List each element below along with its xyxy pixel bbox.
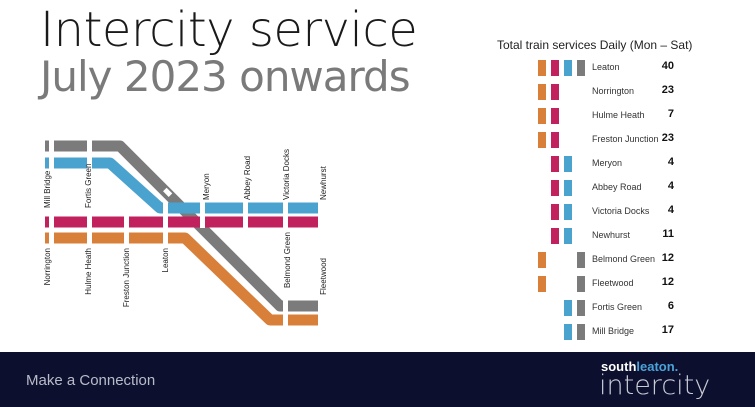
- service-row: Meryon 4: [538, 156, 738, 174]
- station-marker: [87, 140, 92, 244]
- service-count: 7: [667, 108, 674, 120]
- orange-line-chip: [538, 84, 546, 100]
- station-marker: [163, 187, 173, 197]
- orange-line: [45, 232, 320, 326]
- magenta-line-chip: [551, 156, 559, 172]
- magenta-line-chip: [551, 84, 559, 100]
- service-count: 11: [662, 228, 674, 240]
- station-name: Belmond Green: [592, 254, 656, 264]
- magenta-line-chip: [551, 180, 559, 196]
- station-label: Fleetwood: [319, 258, 328, 295]
- grey-line-chip: [577, 300, 585, 316]
- blue-line-chip: [564, 324, 572, 340]
- station-name: Newhurst: [592, 230, 631, 240]
- service-row: Mill Bridge 17: [538, 324, 738, 342]
- service-row: Fleetwood 12: [538, 276, 738, 294]
- blue-line: [45, 157, 320, 214]
- magenta-line-chip: [551, 60, 559, 76]
- service-count: 12: [661, 252, 674, 264]
- service-row: Leaton 40: [538, 60, 738, 78]
- station-name: Hulme Heath: [592, 110, 645, 120]
- station-name: Leaton: [592, 62, 620, 72]
- service-row: Abbey Road 4: [538, 180, 738, 198]
- station-label: Hulme Heath: [84, 248, 93, 295]
- service-count: 4: [667, 180, 674, 192]
- page-subtitle: July 2023 onwards: [40, 52, 411, 101]
- station-marker: [243, 202, 248, 228]
- station-marker: [200, 202, 205, 228]
- blue-line-chip: [564, 60, 572, 76]
- magenta-line-chip: [551, 228, 559, 244]
- grey-line-chip: [577, 324, 585, 340]
- service-count: 23: [661, 132, 674, 144]
- service-row: Victoria Docks 4: [538, 204, 738, 222]
- station-marker: [318, 300, 323, 326]
- service-count: 40: [661, 60, 674, 72]
- station-marker: [163, 202, 168, 244]
- panel-title: Total train services Daily (Mon – Sat): [497, 38, 693, 52]
- station-label: Leaton: [161, 248, 170, 272]
- brand-logo-top: southleaton.: [601, 359, 679, 374]
- orange-line-chip: [538, 132, 546, 148]
- service-count: 4: [667, 204, 674, 216]
- orange-line-chip: [538, 276, 546, 292]
- blue-line-chip: [564, 300, 572, 316]
- service-row: Fortis Green 6: [538, 300, 738, 318]
- service-count: 6: [667, 300, 674, 312]
- station-name: Mill Bridge: [592, 326, 635, 336]
- station-label: Freston Junction: [122, 248, 131, 307]
- magenta-line-chip: [551, 204, 559, 220]
- grey-line-chip: [577, 252, 585, 268]
- blue-line-chip: [564, 228, 572, 244]
- station-marker: [283, 202, 288, 228]
- station-marker: [49, 140, 54, 244]
- magenta-line-chip: [551, 132, 559, 148]
- station-label: Norrington: [43, 248, 52, 285]
- grey-line-chip: [577, 60, 585, 76]
- station-name: Fortis Green: [592, 302, 643, 312]
- magenta-line-chip: [551, 108, 559, 124]
- station-name: Norrington: [592, 86, 635, 96]
- service-count: 17: [661, 324, 674, 336]
- service-row: Belmond Green 12: [538, 252, 738, 270]
- service-count: 4: [667, 156, 674, 168]
- orange-line-chip: [538, 60, 546, 76]
- service-count: 12: [661, 276, 674, 288]
- tagline: Make a Connection: [26, 372, 156, 389]
- station-name: Freston Junction: [592, 134, 659, 144]
- blue-line-chip: [564, 204, 572, 220]
- station-marker: [124, 216, 129, 244]
- station-label: Victoria Docks: [282, 149, 291, 200]
- station-label: Meryon: [202, 173, 211, 200]
- service-row: Hulme Heath 7: [538, 108, 738, 126]
- page-title: Intercity service: [40, 2, 418, 58]
- route-map: Mill Bridge Fortis Green Meryon Abbey Ro…: [43, 140, 328, 326]
- footer: Make a Connection southleaton. intercity: [0, 352, 755, 407]
- station-marker: [318, 202, 323, 228]
- service-row: Norrington 23: [538, 84, 738, 102]
- orange-line-chip: [538, 252, 546, 268]
- station-label: Fortis Green: [84, 164, 93, 208]
- station-name: Meryon: [592, 158, 623, 168]
- station-name: Victoria Docks: [592, 206, 650, 216]
- station-marker: [283, 300, 288, 326]
- station-label: Belmond Green: [283, 232, 292, 288]
- grey-line-chip: [577, 276, 585, 292]
- station-name: Fleetwood: [592, 278, 634, 288]
- brand-logo-wordmark: intercity: [599, 370, 711, 401]
- station-name: Abbey Road: [592, 182, 642, 192]
- service-row: Freston Junction 23: [538, 132, 738, 150]
- orange-line-chip: [538, 108, 546, 124]
- station-label: Mill Bridge: [43, 170, 52, 208]
- station-label: Abbey Road: [243, 156, 252, 200]
- blue-line-chip: [564, 180, 572, 196]
- blue-line-chip: [564, 156, 572, 172]
- station-label: Newhurst: [319, 165, 328, 200]
- service-count: 23: [661, 84, 674, 96]
- service-row: Newhurst 11: [538, 228, 738, 246]
